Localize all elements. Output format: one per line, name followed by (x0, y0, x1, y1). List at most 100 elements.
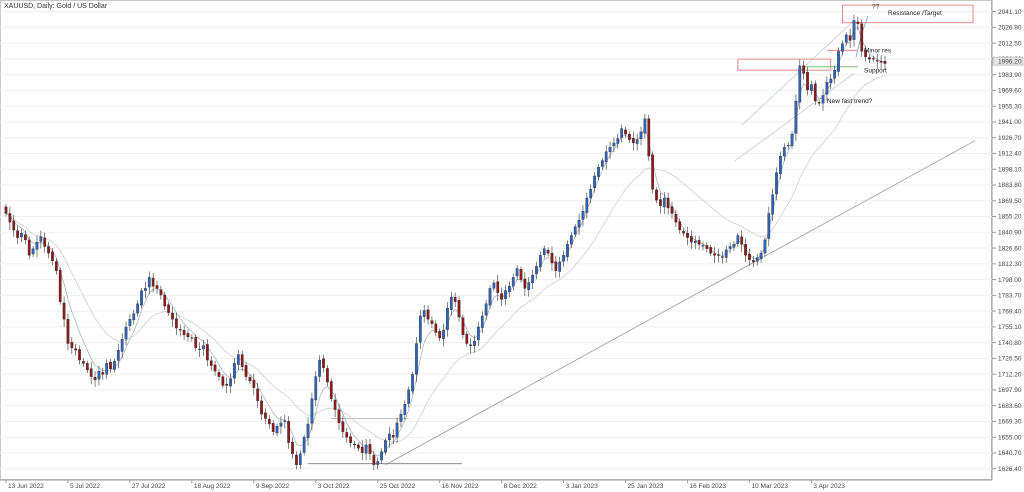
candle (550, 246, 554, 271)
candle (190, 334, 194, 342)
candle (260, 395, 263, 421)
annotation-label: Support (864, 67, 887, 74)
fast-trend-line (733, 73, 855, 162)
candle (461, 314, 465, 339)
candle (229, 372, 232, 394)
upper-channel-line (741, 20, 855, 126)
candle (844, 32, 848, 46)
candle (790, 131, 794, 149)
candle (720, 251, 724, 264)
candle (387, 427, 391, 448)
candle (248, 374, 252, 385)
annotation-label: Resistance /Target (888, 10, 942, 17)
candle (66, 313, 70, 351)
candle (140, 287, 143, 309)
candle (167, 302, 170, 316)
y-tick-label: 1798.00 (998, 277, 1022, 284)
candle (604, 145, 608, 170)
candle (364, 438, 368, 461)
candle (581, 205, 585, 227)
candle (27, 236, 31, 260)
y-tick-label: 1883.80 (998, 182, 1022, 189)
candle (713, 247, 716, 264)
candle (353, 440, 356, 449)
candle (74, 343, 78, 356)
candle (345, 427, 349, 443)
resistance-target-box (841, 4, 974, 24)
candle (391, 429, 395, 445)
candle (163, 291, 167, 310)
candle (217, 369, 221, 381)
candle (740, 230, 744, 253)
y-tick-label: 1740.80 (998, 340, 1022, 347)
x-tick-label: 9 Sep 2022 (256, 483, 290, 490)
candle (97, 365, 101, 386)
y-tick-label: 1712.20 (998, 371, 1022, 378)
candle (496, 274, 500, 301)
candle (775, 167, 778, 201)
candle (659, 192, 662, 214)
candle (829, 73, 833, 90)
y-tick-label: 1697.90 (998, 387, 1022, 394)
candle (453, 292, 457, 308)
candle (554, 255, 558, 278)
candle (357, 442, 360, 452)
candle (256, 382, 260, 408)
candle (202, 339, 205, 356)
x-tick-label: 10 Mar 2023 (751, 483, 788, 490)
candle (252, 373, 256, 396)
candle (395, 417, 399, 444)
x-tick-label: 18 Aug 2022 (194, 483, 231, 490)
candle (62, 296, 66, 327)
candle (58, 267, 62, 305)
candle (593, 171, 596, 193)
candle (817, 99, 821, 107)
y-tick-label: 1969.60 (998, 88, 1022, 95)
x-tick-label: 13 Jun 2022 (8, 483, 44, 490)
candle (24, 230, 27, 245)
candle (569, 232, 573, 249)
candle (864, 46, 867, 62)
y-tick-label: 1855.20 (998, 214, 1022, 221)
candle (31, 246, 35, 258)
time-axis: 13 Jun 2022 5 Jul 2022 27 Jul 2022 18 Aug 2… (5, 480, 845, 490)
candle (709, 244, 713, 257)
candle (562, 250, 565, 267)
candle (12, 214, 16, 237)
candle (341, 416, 345, 438)
candle (643, 114, 647, 139)
candle (504, 285, 507, 305)
y-tick-label: 1812.30 (998, 261, 1022, 268)
candle (662, 192, 666, 214)
candle (717, 248, 720, 263)
x-tick-label: 3 Jan 2023 (566, 483, 599, 490)
y-tick-label: 1983.90 (998, 72, 1022, 79)
candles (4, 14, 887, 471)
candle (612, 137, 616, 153)
y-tick-label: 1769.40 (998, 308, 1022, 315)
candle (751, 255, 755, 268)
consolidation-box (737, 58, 832, 71)
candle (500, 287, 503, 307)
candle (686, 226, 689, 246)
y-tick-label: 1826.60 (998, 245, 1022, 252)
candle (519, 266, 523, 283)
candle (794, 94, 798, 142)
candle (666, 192, 670, 215)
candle (287, 416, 291, 449)
candle (434, 320, 438, 337)
candle (477, 321, 480, 347)
y-tick-label: 1941.00 (998, 119, 1022, 126)
candle (883, 55, 887, 70)
x-tick-label: 16 Feb 2023 (689, 483, 726, 490)
candle (418, 310, 422, 350)
candle (298, 450, 302, 469)
candle (283, 414, 287, 429)
candle (438, 328, 442, 342)
candle (39, 230, 43, 249)
candle (589, 184, 593, 204)
annotation-label: Minor res (864, 48, 892, 55)
candle (837, 47, 840, 77)
candle (333, 393, 337, 418)
